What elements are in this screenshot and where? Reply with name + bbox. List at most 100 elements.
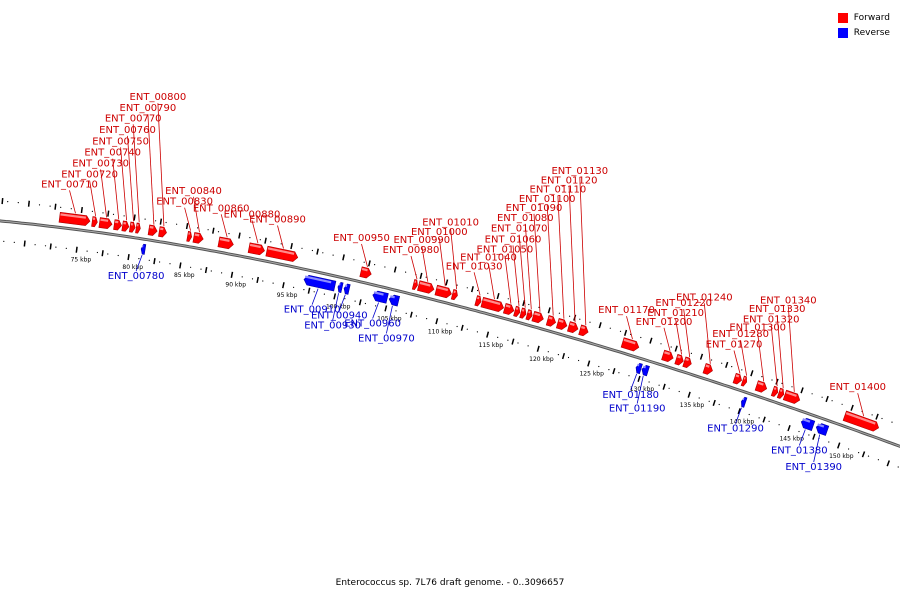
gene-label[interactable]: ENT_01090 <box>506 203 563 214</box>
gene-label[interactable]: ENT_01000 <box>411 227 468 238</box>
gene-ent-01070[interactable] <box>519 307 528 319</box>
gene-arrow[interactable] <box>702 363 714 375</box>
gene-arrow[interactable] <box>502 303 515 315</box>
gene-ent-01040[interactable] <box>480 296 505 313</box>
gene-label[interactable]: ENT_01050 <box>477 245 534 256</box>
gene-arrow[interactable] <box>800 417 816 431</box>
gene-ent-00930[interactable] <box>337 282 344 294</box>
gene-ent-01280[interactable] <box>740 375 748 387</box>
gene-ent-00950[interactable] <box>359 266 373 279</box>
gene-ent-01400[interactable] <box>842 410 880 433</box>
gene-label[interactable]: ENT_01180 <box>602 390 659 401</box>
gene-ent-00710[interactable] <box>58 211 91 226</box>
gene-arrow[interactable] <box>545 315 557 327</box>
gene-ent-01270[interactable] <box>732 372 743 385</box>
gene-arrow[interactable] <box>388 294 401 307</box>
gene-label[interactable]: ENT_01070 <box>491 224 548 235</box>
gene-arrow[interactable] <box>754 380 768 394</box>
gene-arrow[interactable] <box>135 222 141 234</box>
gene-arrow[interactable] <box>682 356 693 369</box>
gene-ent-00760[interactable] <box>128 221 136 233</box>
gene-ent-01170[interactable] <box>620 337 640 353</box>
gene-label[interactable]: ENT_01010 <box>422 218 479 229</box>
gene-label[interactable]: ENT_01220 <box>655 298 712 309</box>
gene-ent-00910[interactable] <box>303 274 337 292</box>
gene-label[interactable]: ENT_00910 <box>284 305 341 316</box>
gene-label[interactable]: ENT_01060 <box>485 234 542 245</box>
gene-ent-00940[interactable] <box>343 283 351 295</box>
gene-ent-01200[interactable] <box>661 349 675 363</box>
gene-label[interactable]: ENT_00780 <box>108 271 165 282</box>
gene-ent-00830[interactable] <box>186 230 193 242</box>
gene-ent-00730[interactable] <box>98 217 113 230</box>
gene-arrow[interactable] <box>578 324 590 337</box>
gene-ent-01120[interactable] <box>567 321 579 334</box>
gene-ent-01130[interactable] <box>578 324 590 337</box>
gene-arrow[interactable] <box>640 364 650 377</box>
gene-arrow[interactable] <box>91 216 99 228</box>
gene-ent-00720[interactable] <box>91 216 99 228</box>
gene-label[interactable]: ENT_01030 <box>446 261 503 272</box>
gene-ent-01080[interactable] <box>525 309 534 321</box>
gene-arrow[interactable] <box>411 279 418 291</box>
gene-ent-00770[interactable] <box>135 222 141 234</box>
gene-arrow[interactable] <box>531 310 545 324</box>
gene-label[interactable]: ENT_00830 <box>156 197 213 208</box>
gene-ent-01320[interactable] <box>770 385 779 397</box>
gene-ent-00790[interactable] <box>147 224 158 236</box>
gene-label[interactable]: ENT_00710 <box>41 179 98 190</box>
gene-arrow[interactable] <box>372 290 389 304</box>
gene-label[interactable]: ENT_00990 <box>393 235 450 246</box>
gene-ent-01100[interactable] <box>545 315 557 327</box>
gene-label[interactable]: ENT_00770 <box>105 113 162 124</box>
gene-ent-00990[interactable] <box>417 280 435 295</box>
gene-arrow[interactable] <box>555 317 568 330</box>
gene-arrow[interactable] <box>732 372 743 385</box>
gene-arrow[interactable] <box>359 266 373 279</box>
gene-label[interactable]: ENT_01380 <box>771 446 828 457</box>
gene-label[interactable]: ENT_01080 <box>497 213 554 224</box>
gene-arrow[interactable] <box>567 321 579 334</box>
gene-label[interactable]: ENT_01340 <box>760 295 817 306</box>
gene-label[interactable]: ENT_01300 <box>729 322 786 333</box>
gene-arrow[interactable] <box>776 387 785 399</box>
gene-arrow[interactable] <box>661 349 675 363</box>
gene-ent-00960[interactable] <box>372 290 389 304</box>
gene-arrow[interactable] <box>770 385 779 397</box>
gene-ent-01110[interactable] <box>555 317 568 330</box>
gene-ent-01050[interactable] <box>502 303 515 315</box>
gene-ent-01030[interactable] <box>474 295 483 307</box>
gene-ent-01290[interactable] <box>740 396 748 408</box>
gene-label[interactable]: ENT_01110 <box>530 185 587 196</box>
gene-arrow[interactable] <box>513 305 522 317</box>
gene-label[interactable]: ENT_01390 <box>785 462 842 473</box>
gene-arrow[interactable] <box>519 307 528 319</box>
gene-ent-01330[interactable] <box>776 387 785 399</box>
gene-ent-01390[interactable] <box>815 422 830 436</box>
gene-arrow[interactable] <box>186 230 193 242</box>
gene-label[interactable]: ENT_00960 <box>344 319 401 330</box>
gene-label[interactable]: ENT_00730 <box>72 158 129 169</box>
gene-label[interactable]: ENT_01200 <box>636 317 693 328</box>
gene-ent-01220[interactable] <box>682 356 693 369</box>
gene-label[interactable]: ENT_01100 <box>519 194 576 205</box>
gene-label[interactable]: ENT_00740 <box>84 148 141 159</box>
gene-arrow[interactable] <box>474 295 483 307</box>
gene-arrow[interactable] <box>450 289 459 301</box>
gene-ent-01090[interactable] <box>531 310 545 324</box>
gene-label[interactable]: ENT_01320 <box>743 315 800 326</box>
gene-ent-01300[interactable] <box>754 380 768 394</box>
gene-label[interactable]: ENT_01270 <box>706 340 763 351</box>
gene-ent-00840[interactable] <box>192 232 204 244</box>
gene-label[interactable]: ENT_00750 <box>92 136 149 147</box>
gene-label[interactable]: ENT_00880 <box>224 209 281 220</box>
gene-label[interactable]: ENT_01240 <box>676 292 733 303</box>
gene-arrow[interactable] <box>674 353 685 366</box>
gene-label[interactable]: ENT_01290 <box>707 424 764 435</box>
gene-label[interactable]: ENT_00840 <box>165 186 222 197</box>
gene-label[interactable]: ENT_00940 <box>311 311 368 322</box>
gene-ent-01060[interactable] <box>513 305 522 317</box>
gene-ent-00750[interactable] <box>121 220 130 232</box>
gene-label[interactable]: ENT_01330 <box>749 304 806 315</box>
gene-label[interactable]: ENT_00800 <box>130 92 187 103</box>
